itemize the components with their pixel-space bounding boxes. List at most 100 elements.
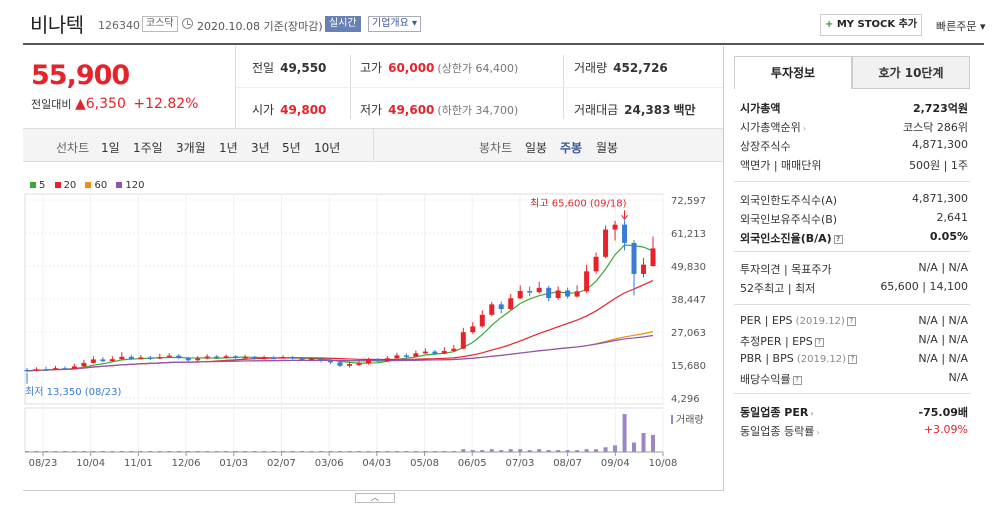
volume-bar	[262, 451, 267, 452]
add-mystock-button[interactable]: + MY STOCK 추가	[820, 14, 922, 36]
candle-body	[185, 357, 191, 361]
volume-bar	[641, 433, 646, 452]
range-5y[interactable]: 5년	[282, 141, 301, 155]
candle-body	[394, 355, 400, 359]
help-icon[interactable]: ?	[846, 317, 856, 326]
x-tick-label: 08/07	[553, 458, 582, 469]
volume-bar	[565, 450, 570, 452]
help-icon[interactable]: ?	[792, 376, 802, 385]
help-icon[interactable]: ?	[833, 235, 843, 244]
tab-order-book[interactable]: 호가 10단계	[852, 56, 970, 89]
legend-ma120: 120	[125, 180, 145, 191]
info-label[interactable]: PBR | BPS (2019.12)?	[740, 352, 858, 365]
range-monthly[interactable]: 월봉	[596, 141, 619, 155]
candle-body	[508, 298, 514, 309]
info-label: 외국인한도주식수(A)	[740, 194, 838, 207]
info-label[interactable]: 시가총액순위 ›	[740, 121, 806, 134]
candle-body	[223, 356, 229, 358]
candle-body	[622, 224, 628, 243]
volume-bar	[470, 450, 475, 452]
stock-chart: 5 20 60 120 72,597 61,213 49,830 38,447 27,0…	[23, 162, 723, 488]
info-period: (2019.12)	[792, 316, 845, 327]
range-1d[interactable]: 1일	[101, 141, 120, 155]
range-1y[interactable]: 1년	[219, 141, 238, 155]
header-divider	[23, 43, 984, 45]
info-label[interactable]: PER | EPS (2019.12)?	[740, 314, 856, 327]
help-icon[interactable]: ?	[814, 338, 824, 347]
range-10y[interactable]: 10년	[314, 141, 341, 155]
candle-body	[90, 359, 96, 363]
candle-body	[536, 287, 542, 293]
volume-bar	[594, 449, 599, 452]
info-label: 투자의견 | 목표주가	[740, 263, 832, 276]
info-row: 동일업종 PER › -75.09배	[740, 404, 968, 423]
max-arrow-head	[621, 214, 628, 221]
info-row: 투자의견 | 목표주가 N/A | N/A	[740, 261, 968, 280]
candle-body	[290, 357, 296, 359]
stat-value: 24,383	[624, 103, 671, 117]
range-divider	[373, 129, 374, 161]
info-value: 2,723억원	[912, 102, 968, 115]
chart-bottom-divider	[23, 490, 723, 491]
range-3y[interactable]: 3년	[251, 141, 270, 155]
candle-body	[498, 304, 504, 309]
legend-swatch-ma120	[116, 182, 123, 188]
y-tick-label: 38,447	[671, 295, 706, 306]
info-label[interactable]: 배당수익률?	[740, 371, 802, 387]
volume-bar	[489, 449, 494, 452]
info-row: 동일업종 등락률 › +3.09%	[740, 423, 968, 442]
candle-body	[195, 358, 201, 361]
info-label[interactable]: 외국인소진율(B/A)?	[740, 230, 843, 246]
candle-body	[109, 359, 115, 362]
y-tick-label: 49,830	[671, 262, 706, 273]
volume-bar	[527, 450, 532, 452]
volume-bar	[556, 450, 561, 452]
stat-value: 452,726	[613, 61, 668, 75]
info-value: N/A | N/A	[918, 352, 968, 365]
candle-body	[176, 355, 182, 358]
lower-limit: (하한가 34,700)	[437, 104, 519, 117]
info-row: 52주최고 | 최저 65,600 | 14,100	[740, 280, 968, 299]
tab-investment-info[interactable]: 투자정보	[734, 56, 852, 89]
info-row: 액면가 | 매매단위 500원 | 1주	[740, 157, 968, 176]
candle-body	[584, 271, 590, 292]
add-mystock-label: MY STOCK 추가	[836, 19, 918, 30]
stat-value: 60,000	[388, 61, 435, 75]
legend-swatch-ma60	[85, 182, 92, 188]
upper-limit: (상한가 64,400)	[437, 62, 519, 75]
realtime-button[interactable]: 실시간	[325, 16, 361, 32]
side-divider	[734, 304, 970, 305]
x-tick-label: 11/01	[124, 458, 153, 469]
company-overview-dropdown[interactable]: 기업개요 ▾	[368, 16, 421, 32]
volume-bar	[53, 451, 58, 452]
chart-range-bar: 선차트 1일 1주일 3개월 1년 3년 5년 10년 봉차트 일봉 주봉 월봉	[23, 128, 723, 162]
x-tick-label: 01/03	[219, 458, 248, 469]
range-daily[interactable]: 일봉	[525, 141, 548, 155]
chart-collapse-button[interactable]: ︿	[355, 493, 395, 503]
range-1w[interactable]: 1주일	[133, 141, 163, 155]
volume-bar	[575, 450, 580, 452]
chart-canvas[interactable]: 72,597 61,213 49,830 38,447 27,063 15,680 4,29…	[23, 162, 723, 488]
help-icon[interactable]: ?	[848, 355, 858, 364]
x-tick-label: 10/08	[649, 458, 678, 469]
range-3m[interactable]: 3개월	[176, 141, 206, 155]
price-change: 전일대비 ▲6,350 +12.82%	[31, 96, 198, 112]
range-weekly[interactable]: 주봉	[560, 141, 583, 155]
quick-order-dropdown[interactable]: 빠른주문 ▾	[936, 20, 986, 33]
volume-bar	[404, 451, 409, 452]
volume-bar	[195, 451, 200, 452]
volume-bar	[451, 451, 456, 452]
info-label[interactable]: 추정PER | EPS?	[740, 333, 824, 349]
info-label[interactable]: 동일업종 등락률 ›	[740, 425, 820, 438]
candle-chart-label: 봉차트	[479, 141, 513, 155]
volume-bar	[167, 451, 172, 452]
candle-body	[214, 356, 220, 359]
y-tick-label: 27,063	[671, 328, 706, 339]
main-divider	[723, 46, 724, 491]
volume-bar	[243, 451, 248, 452]
info-value: 0.05%	[929, 230, 968, 243]
volume-bar	[129, 451, 134, 452]
info-label[interactable]: 동일업종 PER ›	[740, 406, 814, 419]
volume-bar	[347, 451, 352, 452]
stat-amount: 거래대금 24,383 백만	[574, 101, 696, 118]
